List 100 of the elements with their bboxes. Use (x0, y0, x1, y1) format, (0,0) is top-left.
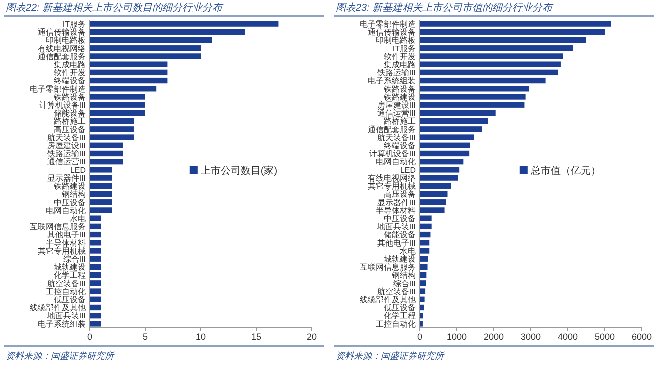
bar (420, 94, 526, 100)
bar (420, 248, 430, 254)
y-tick-label: 通信配套服务 (368, 125, 416, 134)
y-tick-label: 半导体材料 (46, 238, 86, 248)
bar (420, 159, 464, 165)
bar (420, 264, 428, 270)
bar (420, 288, 426, 294)
bar (90, 150, 124, 157)
bar (420, 296, 425, 302)
bar (90, 126, 134, 132)
bar (420, 70, 558, 76)
y-tick-label: 低压设备 (384, 304, 416, 313)
bar (420, 224, 432, 230)
bar (90, 200, 112, 206)
y-tick-label: 地面兵装III (46, 312, 86, 321)
bar (90, 21, 279, 27)
bar (420, 118, 488, 124)
bar (90, 304, 102, 311)
bar (90, 240, 102, 246)
y-tick-label: 铁路建设 (383, 92, 416, 102)
y-tick-label: 航天装备III (47, 133, 86, 142)
bar (90, 191, 112, 198)
y-tick-label: 通信传输设备 (38, 28, 86, 38)
bar (90, 62, 168, 68)
bar (420, 183, 452, 189)
y-tick-label: 通信配套服务 (38, 52, 86, 62)
bar (90, 86, 157, 92)
y-tick-label: 铁路运输III (376, 68, 416, 78)
x-tick-label: 4000 (558, 332, 578, 342)
x-tick-label: 1000 (446, 332, 468, 342)
bar (420, 191, 448, 198)
bar (420, 54, 564, 60)
y-tick-label: 工控自动化 (376, 320, 416, 329)
y-tick-label: 水电 (400, 246, 416, 256)
x-tick-label: 5000 (594, 332, 616, 342)
y-tick-label: LED (70, 166, 86, 175)
y-tick-label: 化学工程 (54, 271, 86, 280)
y-tick-label: 互联网信息服务 (30, 222, 86, 232)
bar (90, 29, 246, 35)
y-tick-label: 铁路设备 (383, 84, 416, 94)
y-tick-label: 综合III (63, 255, 86, 264)
y-tick-label: LED (400, 166, 416, 175)
bar (420, 126, 482, 132)
bar (420, 150, 470, 157)
y-tick-label: 房屋建设III (377, 101, 416, 110)
y-tick-label: 航空装备III (47, 279, 86, 288)
bar (90, 296, 102, 302)
bar (90, 232, 102, 238)
x-tick-label: 3000 (520, 332, 542, 342)
bar (420, 62, 561, 68)
y-tick-label: 终端设备 (54, 76, 86, 86)
bar (90, 216, 102, 222)
bar (420, 86, 530, 92)
legend-label: 上市公司数目(家) (200, 165, 278, 177)
y-tick-label: 集成电路 (54, 60, 86, 70)
bar (420, 46, 574, 52)
y-tick-label: 软件开发 (54, 68, 86, 78)
y-tick-label: 线缆部件及其他 (360, 296, 416, 305)
bar (90, 256, 102, 262)
y-tick-label: 高压设备 (384, 190, 416, 200)
bar (420, 175, 458, 181)
y-tick-label: 综合III (393, 279, 416, 288)
y-tick-label: 其他电子III (377, 238, 416, 248)
bar (90, 175, 112, 181)
bar (420, 321, 423, 327)
y-tick-label: 房屋建设III (47, 142, 86, 151)
bar (420, 232, 431, 238)
chart-title: 图表23: 新基建相关上市公司市值的细分行业分布 (336, 2, 555, 14)
y-tick-label: 水电 (70, 214, 86, 224)
y-tick-label: 化学工程 (384, 312, 416, 321)
bar (90, 134, 134, 140)
bar (90, 37, 212, 44)
y-tick-label: 电网自动化 (376, 158, 416, 167)
y-tick-label: 钢结构 (391, 271, 416, 280)
y-tick-label: 路桥施工 (54, 117, 86, 126)
bar (90, 159, 124, 165)
x-tick-label: 20 (306, 332, 318, 342)
bar (90, 167, 112, 173)
bar (90, 280, 102, 286)
x-tick-label: 6000 (632, 332, 652, 342)
y-tick-label: 电子零部件制造 (360, 20, 416, 29)
y-tick-label: 储能设备 (54, 109, 86, 118)
bar (420, 142, 470, 148)
bar (420, 208, 445, 214)
y-tick-label: 铁路建设 (53, 182, 86, 192)
y-tick-label: 中压设备 (54, 198, 86, 208)
bar (420, 200, 446, 206)
y-tick-label: 电子系统组装 (38, 320, 86, 329)
y-tick-label: 通信运营III (377, 109, 416, 118)
y-tick-label: 电网自动化 (46, 206, 86, 216)
bar (90, 78, 168, 84)
y-tick-label: 路桥施工 (384, 117, 416, 126)
y-tick-label: 航天装备III (377, 133, 416, 142)
bar (420, 78, 546, 84)
y-tick-label: 有线电视网络 (368, 174, 416, 183)
legend-label: 总市值（亿元） (530, 165, 601, 177)
y-tick-label: 电子系统组装 (368, 76, 416, 86)
y-tick-label: 其他电子III (47, 230, 86, 240)
y-tick-label: 中压设备 (384, 214, 416, 224)
bar (420, 110, 496, 116)
